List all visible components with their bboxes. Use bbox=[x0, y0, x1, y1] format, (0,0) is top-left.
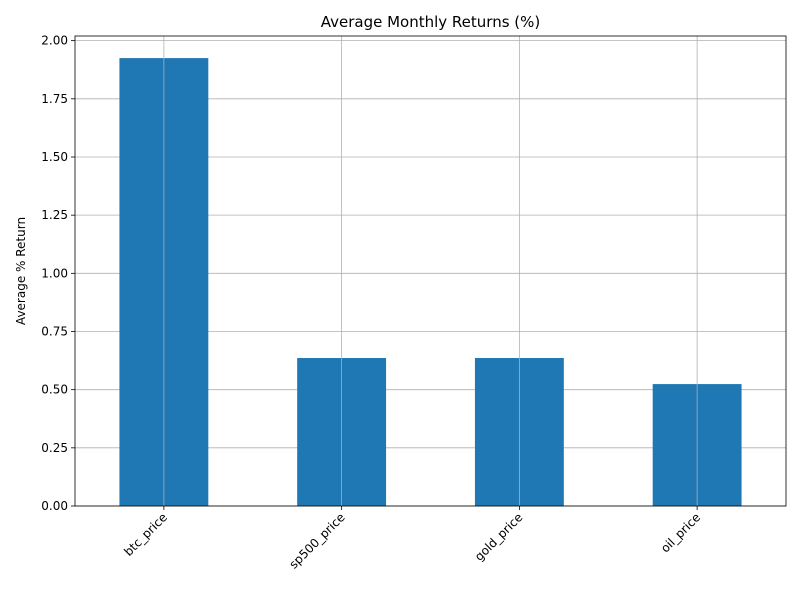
y-tick-label: 0.75 bbox=[41, 324, 68, 338]
y-tick-label: 1.00 bbox=[41, 266, 68, 280]
plot-frame bbox=[74, 35, 787, 507]
y-tick-label: 1.25 bbox=[41, 208, 68, 222]
y-axis-ticks: 0.00 0.25 0.50 0.75 1.00 1.25 1.50 1.75 2.00 bbox=[41, 34, 75, 513]
y-tick-label: 0.00 bbox=[41, 499, 68, 513]
x-tick-label: btc_price bbox=[121, 510, 170, 559]
y-tick-label: 1.50 bbox=[41, 150, 68, 164]
y-axis-label: Average % Return bbox=[14, 217, 28, 325]
x-tick-label: gold_price bbox=[472, 510, 526, 564]
x-tick-label: sp500_price bbox=[286, 510, 347, 571]
bars bbox=[119, 58, 742, 506]
y-tick-label: 1.75 bbox=[41, 92, 68, 106]
x-axis-ticks: btc_price sp500_price gold_price oil_price bbox=[121, 506, 703, 571]
chart-title: Average Monthly Returns (%) bbox=[321, 13, 541, 31]
y-tick-label: 0.25 bbox=[41, 441, 68, 455]
y-tick-label: 0.50 bbox=[41, 383, 68, 397]
y-tick-label: 2.00 bbox=[41, 34, 68, 48]
x-tick-label: oil_price bbox=[658, 510, 703, 555]
x-grid bbox=[163, 36, 698, 506]
